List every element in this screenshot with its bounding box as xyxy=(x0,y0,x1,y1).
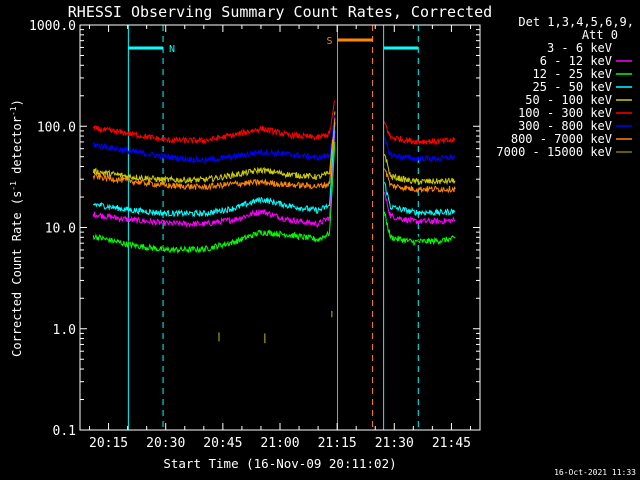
series-line-1-seg-0 xyxy=(92,130,336,229)
series-line-3-seg-0 xyxy=(92,122,336,218)
y-tick-label-2: 10.0 xyxy=(45,222,76,237)
series-line-1-seg-1 xyxy=(383,192,456,225)
y-tick-label-3: 100.0 xyxy=(37,120,76,135)
legend-header-line1: Det 1,3,4,5,6,9, xyxy=(518,15,634,29)
footer-timestamp: 16-Oct-2021 11:33 xyxy=(554,468,636,477)
series-line-4-seg-0 xyxy=(92,111,336,184)
legend-label-2: 12 - 25 keV xyxy=(533,67,612,81)
x-tick-label-2: 20:45 xyxy=(203,436,242,451)
series-line-5-seg-1 xyxy=(383,121,456,146)
legend-label-0: 3 - 6 keV xyxy=(547,41,612,55)
legend-label-7: 800 - 7000 keV xyxy=(511,132,612,146)
x-tick-label-4: 21:15 xyxy=(318,436,357,451)
y-tick-label-1: 1.0 xyxy=(53,323,76,338)
interval-label-s: S xyxy=(327,36,333,47)
x-tick-label-5: 21:30 xyxy=(375,436,414,451)
legend-label-4: 50 - 100 keV xyxy=(525,93,612,107)
plot-area: NS xyxy=(92,25,456,430)
series-line-6-seg-1 xyxy=(383,135,456,163)
series-line-5-seg-0 xyxy=(92,100,336,145)
y-tick-label-0: 0.1 xyxy=(53,424,76,439)
x-tick-label-1: 20:30 xyxy=(146,436,185,451)
series-line-0-seg-0 xyxy=(92,148,336,256)
x-tick-label-3: 21:00 xyxy=(260,436,299,451)
x-tick-label-6: 21:45 xyxy=(432,436,471,451)
series-line-4-seg-1 xyxy=(383,153,456,186)
y-axis-label-sup2: -1 xyxy=(9,106,18,116)
series-line-0-seg-1 xyxy=(384,208,456,242)
y-axis-label-end: ) xyxy=(10,99,24,106)
y-axis-ticks: 0.1 1.0 10.0 100.0 1000.0 xyxy=(29,19,480,439)
x-tick-label-0: 20:15 xyxy=(89,436,128,451)
legend-label-5: 100 - 300 keV xyxy=(518,106,612,120)
y-tick-label-4: 1000.0 xyxy=(29,19,76,34)
chart-title: RHESSI Observing Summary Count Rates, Co… xyxy=(68,3,492,21)
series-line-3-seg-1 xyxy=(383,181,456,217)
legend-label-3: 25 - 50 keV xyxy=(533,80,612,94)
y-axis-label-main: Corrected Count Rate (s xyxy=(10,191,24,357)
series-line-7-seg-0 xyxy=(92,118,336,191)
series-line-2-seg-1 xyxy=(383,211,456,247)
legend-label-8: 7000 - 15000 keV xyxy=(496,145,612,159)
series-line-7-seg-1 xyxy=(383,168,456,194)
x-axis-label: Start Time (16-Nov-09 20:11:02) xyxy=(163,456,396,471)
legend-label-6: 300 - 800 keV xyxy=(518,119,612,133)
y-axis-label: Corrected Count Rate (s-1 detector-1) xyxy=(9,99,24,357)
interval-label-n: N xyxy=(169,44,175,55)
x-axis-ticks: 20:15 20:30 20:45 21:00 21:15 21:30 21:45 xyxy=(89,25,471,451)
legend-label-1: 6 - 12 keV xyxy=(540,54,612,68)
y-axis-label-mid: detector xyxy=(10,116,24,181)
series-line-6-seg-0 xyxy=(92,114,336,164)
series-line-2-seg-0 xyxy=(92,141,336,255)
legend-header-line2: Att 0 xyxy=(582,28,618,42)
y-axis-label-sup1: -1 xyxy=(9,181,18,191)
